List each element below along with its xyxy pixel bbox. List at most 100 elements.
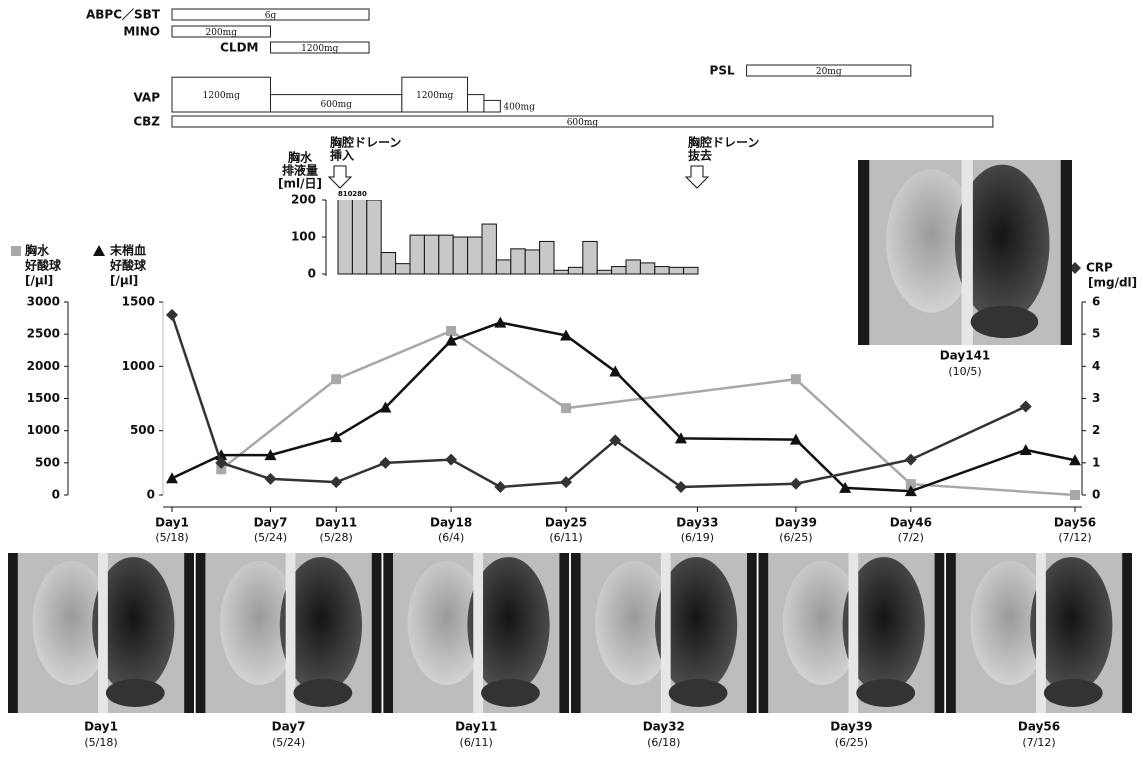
- marker: [166, 472, 178, 484]
- legend-marker: [93, 245, 105, 256]
- drug-dose: 6g: [265, 11, 277, 21]
- y-tick-label: 3000: [27, 295, 60, 309]
- y-tick-label: 200: [291, 193, 316, 207]
- y-tick-label: 1000: [122, 359, 155, 373]
- drug-name: CLDM: [220, 41, 258, 55]
- value-label: 810: [338, 190, 353, 198]
- drug-dose: 200mg: [206, 28, 238, 38]
- drug-name: CBZ: [133, 115, 160, 129]
- marker: [494, 480, 507, 493]
- legend-label: 末梢血: [110, 243, 146, 258]
- marker: [331, 374, 342, 385]
- bar: [625, 259, 641, 275]
- image-caption: (6/18): [647, 736, 680, 749]
- bar: [582, 240, 598, 275]
- bar: [553, 269, 569, 275]
- y-axis-label: 排液量: [282, 163, 318, 178]
- marker: [1019, 400, 1032, 413]
- bar: [351, 200, 368, 275]
- legend-label: CRP: [1086, 261, 1113, 275]
- marker: [674, 480, 687, 493]
- drug-dose: 600mg: [567, 118, 599, 128]
- y-tick-label: 4: [1092, 359, 1100, 373]
- marker: [264, 472, 277, 485]
- marker: [839, 481, 852, 493]
- marker: [445, 453, 458, 466]
- bar: [452, 236, 469, 275]
- marker: [561, 403, 572, 414]
- marker: [1069, 454, 1081, 466]
- marker: [905, 479, 916, 490]
- x-tick-label: Day1: [155, 516, 189, 530]
- y-tick-label: 2500: [27, 327, 60, 341]
- y-tick-label: 500: [130, 423, 155, 437]
- marker: [560, 476, 573, 489]
- bar: [366, 200, 382, 275]
- marker: [1019, 443, 1032, 455]
- xray-image: [858, 160, 1072, 345]
- y-tick-label: 1500: [122, 295, 155, 309]
- bar: [611, 266, 627, 275]
- marker: [215, 456, 228, 469]
- marker: [379, 456, 392, 469]
- drug-dose: 600mg: [320, 100, 352, 110]
- marker: [560, 329, 573, 341]
- drug-bar: [171, 115, 994, 128]
- marker: [379, 401, 392, 413]
- y-tick-label: 500: [35, 455, 60, 469]
- annotation: 胸腔ドレーン: [330, 135, 401, 150]
- y-tick-label: 100: [291, 230, 316, 244]
- x-tick-label: Day46: [890, 516, 932, 530]
- xray-image: [946, 553, 1132, 713]
- x-tick-label: Day33: [676, 516, 718, 530]
- drug-bar: [483, 99, 501, 113]
- value-label: 280: [352, 190, 367, 198]
- drug-dose: 400mg: [503, 103, 535, 113]
- xray-image: [383, 553, 570, 713]
- marker: [904, 453, 917, 466]
- marker: [789, 433, 802, 445]
- legend-label: 好酸球: [24, 258, 62, 273]
- drug-name: ABPC／SBT: [86, 7, 161, 22]
- image-caption: Day56: [1018, 720, 1060, 734]
- drug-dose: 1200mg: [203, 91, 240, 101]
- drug-bar: [171, 8, 370, 21]
- image-caption: Day39: [830, 720, 872, 734]
- marker: [330, 431, 343, 443]
- legend-label: 胸水: [25, 243, 50, 258]
- marker: [1070, 490, 1080, 500]
- annotation: 胸腔ドレーン: [688, 135, 759, 150]
- x-tick-sublabel: (6/19): [681, 531, 714, 544]
- x-tick-sublabel: (5/18): [155, 531, 188, 544]
- marker: [790, 374, 801, 385]
- bar: [567, 266, 584, 275]
- x-tick-sublabel: (6/25): [779, 531, 812, 544]
- y-tick-label: 1500: [27, 391, 60, 405]
- image-caption: Day141: [940, 349, 991, 363]
- bar: [380, 252, 397, 275]
- drug-dose: 1200mg: [416, 91, 453, 101]
- bar: [337, 200, 353, 275]
- drug-name: VAP: [133, 91, 160, 105]
- bar: [423, 234, 440, 275]
- annotation: 挿入: [330, 148, 354, 163]
- bar: [438, 234, 454, 275]
- image-caption: (6/11): [460, 736, 493, 749]
- x-tick-sublabel: (7/12): [1058, 531, 1091, 544]
- bars: [337, 200, 699, 275]
- image-caption: (6/25): [835, 736, 868, 749]
- marker: [446, 325, 457, 336]
- drug-name: PSL: [710, 64, 735, 78]
- bar: [639, 262, 656, 275]
- annotation: 抜去: [688, 148, 712, 163]
- y-tick-label: 2: [1092, 423, 1100, 437]
- bar: [668, 266, 685, 275]
- image-caption: (10/5): [948, 365, 981, 378]
- y-tick-label: 0: [1092, 488, 1100, 502]
- drug-name: MINO: [123, 25, 160, 39]
- drug-dose: 20mg: [816, 67, 842, 77]
- image-caption: (5/24): [272, 736, 305, 749]
- x-tick-label: Day56: [1054, 516, 1096, 530]
- image-caption: Day1: [84, 720, 118, 734]
- y-tick-label: 0: [147, 488, 155, 502]
